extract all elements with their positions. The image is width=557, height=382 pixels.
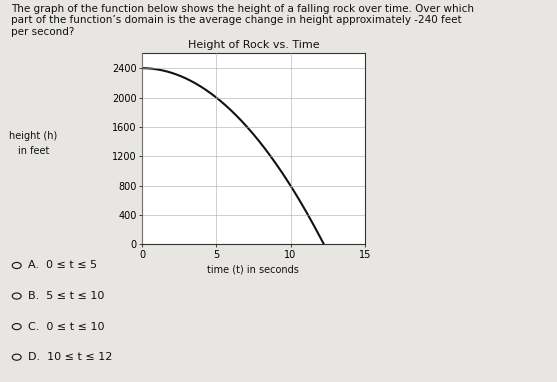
- Text: B.  5 ≤ t ≤ 10: B. 5 ≤ t ≤ 10: [28, 291, 104, 301]
- Text: in feet: in feet: [18, 146, 49, 156]
- Text: The graph of the function below shows the height of a falling rock over time. Ov: The graph of the function below shows th…: [11, 4, 474, 37]
- Title: Height of Rock vs. Time: Height of Rock vs. Time: [188, 40, 319, 50]
- Text: D.  10 ≤ t ≤ 12: D. 10 ≤ t ≤ 12: [28, 352, 112, 362]
- X-axis label: time (t) in seconds: time (t) in seconds: [208, 264, 299, 274]
- Text: height (h): height (h): [9, 131, 57, 141]
- Text: C.  0 ≤ t ≤ 10: C. 0 ≤ t ≤ 10: [28, 322, 104, 332]
- Text: A.  0 ≤ t ≤ 5: A. 0 ≤ t ≤ 5: [28, 261, 97, 270]
